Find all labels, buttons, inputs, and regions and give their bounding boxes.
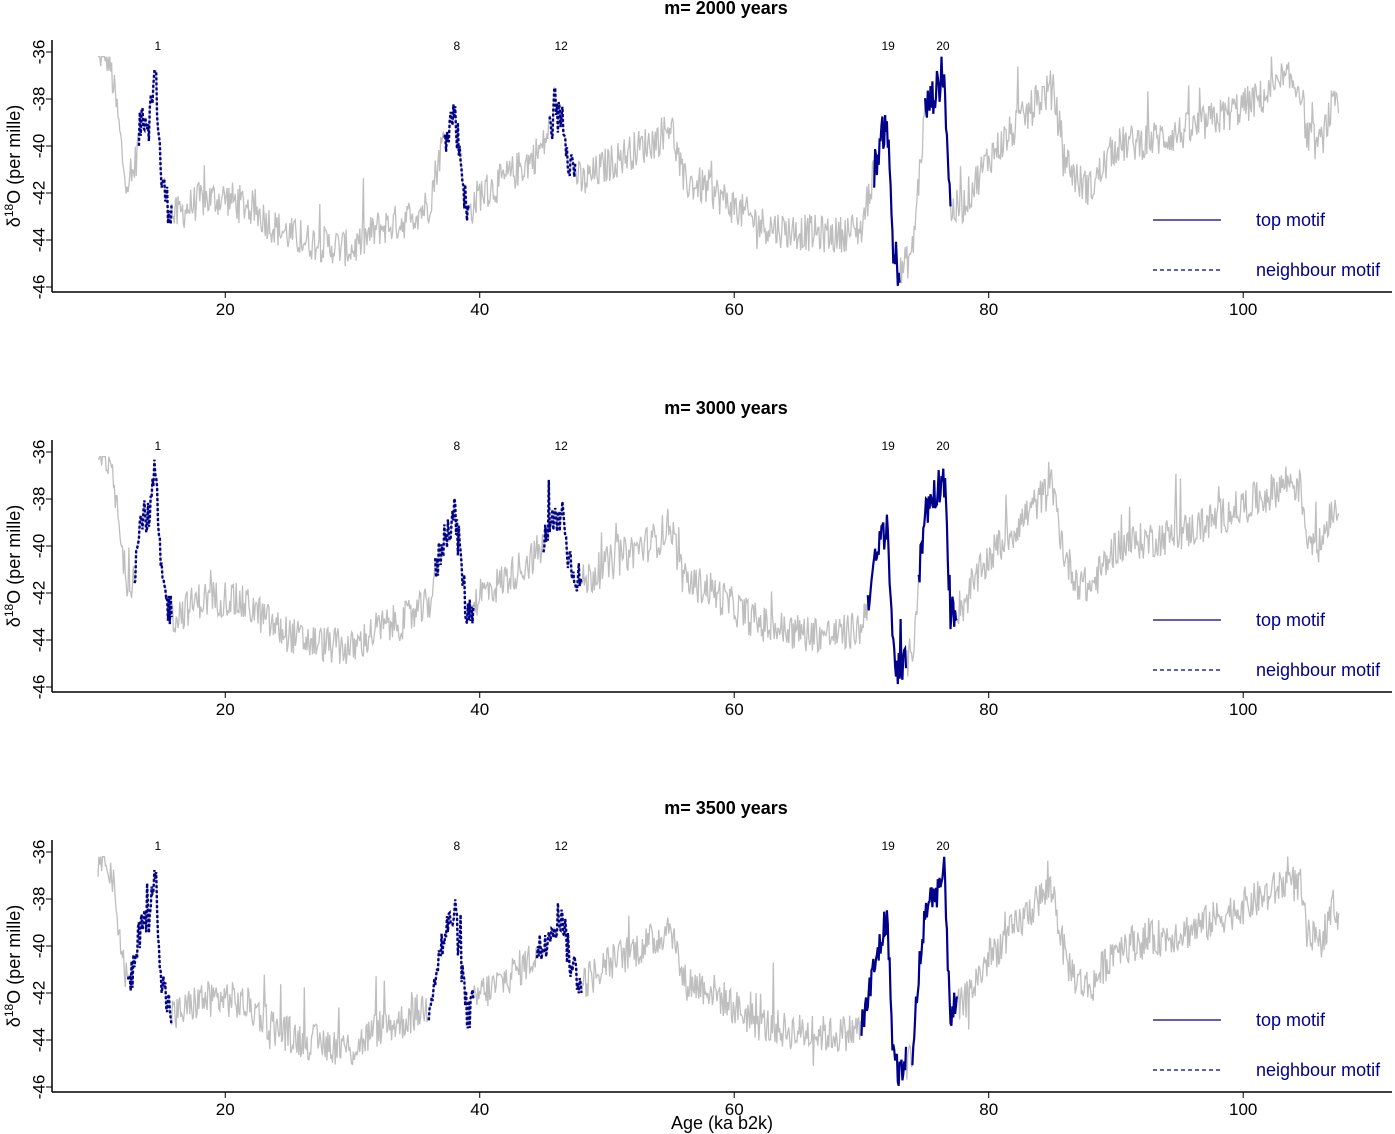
y-tick-label: -36 <box>29 440 48 465</box>
y-axis-label: δ18O (per mille) <box>2 905 24 1027</box>
event-label: 20 <box>936 439 950 453</box>
x-tick-label: 20 <box>216 1100 235 1119</box>
top-motif-line <box>917 468 958 630</box>
legend: top motif neighbour motif <box>1153 1010 1381 1080</box>
event-label: 8 <box>453 39 460 53</box>
event-label: 1 <box>154 839 161 853</box>
event-label: 12 <box>554 39 568 53</box>
y-tick-label: -42 <box>29 181 48 206</box>
event-label: 8 <box>453 839 460 853</box>
x-tick-label: 60 <box>725 1100 744 1119</box>
y-axis-label: δ18O (per mille) <box>2 105 24 227</box>
neighbour-motif-line <box>548 84 577 177</box>
neighbour-motif-line <box>427 899 475 1029</box>
top-motif-line <box>866 514 908 685</box>
x-tick-label: 40 <box>470 300 489 319</box>
neighbour-motif-line <box>542 479 583 592</box>
x-tick-label: 100 <box>1229 700 1257 719</box>
x-tick-label: 60 <box>725 700 744 719</box>
legend-label: neighbour motif <box>1256 660 1381 680</box>
event-label: 8 <box>453 439 460 453</box>
y-axis-label: δ18O (per mille) <box>2 505 24 627</box>
event-label: 1 <box>154 39 161 53</box>
y-tick-label: -44 <box>29 1028 48 1053</box>
legend-label: top motif <box>1256 210 1326 230</box>
y-tick-label: -36 <box>29 840 48 865</box>
x-tick-label: 20 <box>216 700 235 719</box>
y-tick-label: -46 <box>29 675 48 700</box>
panel-3: m= 3500 years -46 -44 -42 -40 -38 -36 20 40 60 80 1… <box>2 798 1392 1119</box>
legend: top motif neighbour motif <box>1153 210 1381 280</box>
panel-1: m= 2000 years -46 -44 -42 -40 -38 -36 20 40 60 80 1… <box>2 0 1392 319</box>
legend-label: neighbour motif <box>1256 260 1381 280</box>
y-tick-label: -38 <box>29 887 48 912</box>
series-background-line <box>97 456 1340 685</box>
neighbour-motif-line <box>126 869 173 1026</box>
x-axis-label: Age (ka b2k) <box>671 1113 773 1133</box>
x-tick-label: 100 <box>1229 300 1257 319</box>
top-motif-line <box>911 856 958 1066</box>
x-tick-label: 40 <box>470 1100 489 1119</box>
panel-title: m= 3500 years <box>664 798 788 818</box>
y-tick-label: -40 <box>29 534 48 559</box>
y-tick-label: -44 <box>29 228 48 253</box>
legend-label: neighbour motif <box>1256 1060 1381 1080</box>
y-tick-label: -44 <box>29 628 48 653</box>
y-tick-label: -46 <box>29 275 48 300</box>
legend-label: top motif <box>1256 610 1326 630</box>
event-label: 12 <box>554 839 568 853</box>
y-tick-label: -42 <box>29 581 48 606</box>
y-tick-label: -36 <box>29 40 48 65</box>
event-label: 12 <box>554 439 568 453</box>
y-tick-label: -40 <box>29 134 48 159</box>
x-tick-label: 80 <box>979 300 998 319</box>
panel-2: m= 3000 years -46 -44 -42 -40 -38 -36 20 40 60 80 1… <box>2 398 1392 719</box>
x-tick-label: 80 <box>979 1100 998 1119</box>
legend-label: top motif <box>1256 1010 1326 1030</box>
panel-title: m= 3000 years <box>664 398 788 418</box>
event-label: 1 <box>154 439 161 453</box>
event-label: 20 <box>936 839 950 853</box>
y-tick-label: -46 <box>29 1075 48 1100</box>
event-label: 19 <box>882 439 896 453</box>
x-tick-label: 40 <box>470 700 489 719</box>
y-tick-label: -38 <box>29 487 48 512</box>
neighbour-motif-line <box>434 498 475 624</box>
event-label: 20 <box>936 39 950 53</box>
y-tick-label: -42 <box>29 981 48 1006</box>
x-tick-label: 100 <box>1229 1100 1257 1119</box>
panel-title: m= 2000 years <box>664 0 788 18</box>
top-motif-line <box>860 910 908 1087</box>
series-background-line <box>98 56 1340 286</box>
x-tick-label: 80 <box>979 700 998 719</box>
neighbour-motif-line <box>137 69 173 225</box>
x-tick-label: 60 <box>725 300 744 319</box>
neighbour-motif-line <box>443 104 470 221</box>
top-motif-line <box>924 56 952 207</box>
y-tick-label: -40 <box>29 934 48 959</box>
neighbour-motif-line <box>535 902 583 994</box>
x-tick-label: 20 <box>216 300 235 319</box>
event-label: 19 <box>882 39 896 53</box>
event-label: 19 <box>882 839 896 853</box>
legend: top motif neighbour motif <box>1153 610 1381 680</box>
series-background-line <box>97 856 1340 1086</box>
neighbour-motif-line <box>133 459 173 625</box>
top-motif-line <box>873 114 901 286</box>
y-tick-label: -38 <box>29 87 48 112</box>
